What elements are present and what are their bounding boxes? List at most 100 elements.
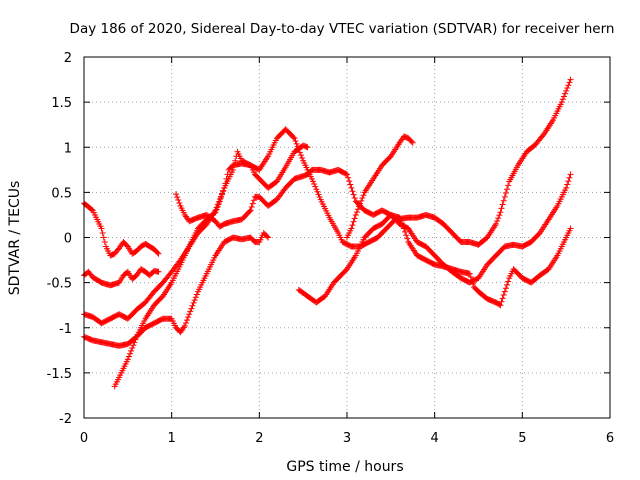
data-point	[99, 229, 106, 236]
data-point	[501, 193, 508, 200]
data-point	[349, 222, 356, 229]
data-point	[499, 295, 506, 302]
data-point	[310, 178, 317, 185]
data-point	[191, 297, 198, 304]
data-point	[356, 203, 363, 210]
data-point	[214, 203, 221, 210]
x-axis-label: GPS time / hours	[286, 459, 403, 475]
data-point	[264, 233, 271, 240]
series-track-7	[295, 211, 574, 309]
data-point	[352, 211, 359, 218]
data-point	[292, 138, 299, 145]
series-track-8	[344, 133, 416, 241]
data-point	[190, 299, 197, 306]
data-point	[295, 146, 302, 153]
data-point	[505, 278, 512, 285]
data-point	[219, 191, 226, 198]
y-tick-label: 2	[64, 51, 72, 66]
data-point	[155, 268, 162, 275]
y-tick-label: 1	[64, 141, 72, 156]
x-tick-label: 1	[168, 431, 176, 446]
data-point	[567, 76, 574, 83]
data-point	[299, 154, 306, 161]
data-point	[128, 347, 135, 354]
data-point	[342, 170, 349, 177]
data-point	[187, 308, 194, 315]
data-point	[564, 85, 571, 92]
data-point	[129, 345, 136, 352]
data-point	[497, 302, 504, 309]
data-point	[88, 206, 95, 213]
x-tick-label: 3	[343, 431, 351, 446]
data-point	[498, 205, 505, 212]
data-point	[293, 140, 300, 147]
data-point	[344, 171, 350, 178]
data-point	[185, 314, 192, 321]
data-point	[124, 356, 131, 363]
x-tick-label: 5	[518, 431, 526, 446]
data-point	[101, 239, 108, 246]
data-point	[215, 201, 222, 208]
data-point	[499, 201, 506, 208]
data-point	[396, 214, 403, 221]
data-point	[290, 134, 297, 141]
series-track-5	[111, 76, 574, 390]
data-point	[213, 206, 220, 213]
data-point	[400, 225, 407, 232]
data-point	[345, 174, 352, 181]
data-point	[349, 188, 356, 195]
series-track-6	[173, 166, 574, 286]
data-point	[562, 90, 569, 97]
data-point	[470, 280, 477, 287]
data-point	[131, 339, 138, 346]
data-point	[230, 166, 237, 173]
data-point	[566, 174, 573, 181]
data-point	[181, 322, 188, 329]
data-point	[354, 206, 361, 213]
data-point	[216, 198, 223, 205]
axis-ticks: 0 1 2 3 4 5 6 -2 -1.5 -1 -0.5 0 0.5 1 1.5 2	[47, 51, 615, 446]
data-point	[217, 195, 224, 202]
data-point	[248, 204, 255, 211]
data-point	[467, 273, 474, 280]
y-tick-label: 0.5	[51, 186, 72, 201]
data-point	[188, 305, 195, 312]
data-point	[189, 302, 196, 309]
data-point	[98, 225, 105, 232]
data-point	[132, 336, 139, 343]
series-track-1	[81, 200, 162, 259]
data-point	[563, 87, 570, 94]
data-point	[211, 210, 218, 217]
y-tick-label: -2	[59, 412, 72, 427]
data-point	[404, 235, 411, 242]
data-point	[565, 82, 572, 89]
data-point	[294, 143, 301, 150]
data-point	[174, 194, 181, 201]
chart-title: Day 186 of 2020, Sidereal Day-to-day VTE…	[70, 21, 615, 37]
data-point	[501, 288, 508, 295]
data-point	[351, 195, 358, 202]
data-point	[130, 342, 137, 349]
data-point	[402, 228, 409, 235]
x-tick-label: 6	[606, 431, 614, 446]
data-point	[311, 181, 318, 188]
data-point	[498, 298, 505, 305]
data-point	[350, 191, 357, 198]
y-tick-label: 1.5	[51, 96, 72, 111]
data-point	[500, 197, 507, 204]
data-point	[232, 157, 239, 164]
data-point	[182, 320, 189, 327]
data-point	[493, 220, 500, 227]
data-point	[314, 188, 321, 195]
data-point	[315, 191, 322, 198]
data-points	[81, 76, 574, 390]
data-point	[503, 281, 510, 288]
data-point	[291, 135, 298, 142]
data-point	[360, 192, 367, 199]
data-point	[265, 234, 272, 241]
data-point	[127, 350, 134, 357]
data-point	[100, 234, 107, 241]
data-point	[350, 218, 357, 225]
